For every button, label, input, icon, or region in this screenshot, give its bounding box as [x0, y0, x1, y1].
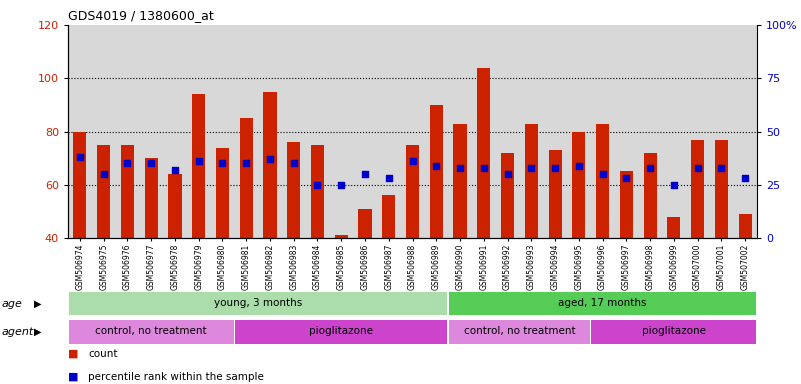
Text: ▶: ▶: [34, 299, 41, 309]
Bar: [477, 68, 490, 238]
Point: [168, 167, 181, 173]
Text: percentile rank within the sample: percentile rank within the sample: [88, 372, 264, 382]
Text: ▶: ▶: [34, 327, 41, 337]
Point: [264, 156, 276, 162]
Bar: [74, 131, 87, 238]
Point: [667, 182, 680, 188]
Point: [525, 165, 537, 171]
Bar: [691, 139, 704, 238]
Text: ■: ■: [68, 349, 78, 359]
Text: ■: ■: [68, 372, 78, 382]
Point: [477, 165, 490, 171]
Point: [549, 165, 562, 171]
Text: control, no treatment: control, no treatment: [95, 326, 207, 336]
Point: [74, 154, 87, 160]
Bar: [335, 235, 348, 238]
Text: pioglitazone: pioglitazone: [309, 326, 373, 336]
Bar: [168, 174, 182, 238]
Point: [691, 165, 704, 171]
Point: [573, 162, 586, 169]
Bar: [145, 158, 158, 238]
Point: [239, 161, 252, 167]
Point: [453, 165, 466, 171]
Bar: [572, 131, 586, 238]
Bar: [549, 150, 562, 238]
Text: age: age: [2, 299, 22, 309]
Bar: [591, 320, 756, 344]
Bar: [192, 94, 205, 238]
Point: [406, 158, 419, 164]
Text: young, 3 months: young, 3 months: [214, 298, 302, 308]
Bar: [620, 172, 633, 238]
Text: aged, 17 months: aged, 17 months: [558, 298, 646, 308]
Bar: [359, 209, 372, 238]
Text: control, no treatment: control, no treatment: [464, 326, 575, 336]
Text: GDS4019 / 1380600_at: GDS4019 / 1380600_at: [68, 9, 214, 22]
Point: [335, 182, 348, 188]
Bar: [643, 153, 657, 238]
Bar: [596, 124, 609, 238]
Bar: [97, 145, 111, 238]
Text: pioglitazone: pioglitazone: [642, 326, 706, 336]
Point: [644, 165, 657, 171]
Point: [715, 165, 728, 171]
Point: [430, 162, 443, 169]
Point: [145, 161, 158, 167]
Bar: [714, 139, 728, 238]
Bar: [525, 124, 537, 238]
Point: [97, 171, 110, 177]
Bar: [501, 153, 514, 238]
Point: [739, 175, 751, 182]
Bar: [239, 118, 253, 238]
Bar: [235, 320, 448, 344]
Bar: [264, 91, 276, 238]
Bar: [449, 320, 590, 344]
Point: [192, 158, 205, 164]
Bar: [69, 320, 234, 344]
Bar: [406, 145, 419, 238]
Bar: [429, 105, 443, 238]
Point: [596, 171, 609, 177]
Point: [382, 175, 395, 182]
Text: agent: agent: [2, 327, 34, 337]
Bar: [311, 145, 324, 238]
Bar: [288, 142, 300, 238]
Point: [359, 171, 372, 177]
Point: [311, 182, 324, 188]
Point: [121, 161, 134, 167]
Text: count: count: [88, 349, 118, 359]
Bar: [449, 292, 756, 316]
Bar: [739, 214, 751, 238]
Bar: [216, 147, 229, 238]
Point: [501, 171, 514, 177]
Point: [620, 175, 633, 182]
Point: [216, 161, 229, 167]
Bar: [382, 195, 395, 238]
Bar: [453, 124, 466, 238]
Point: [288, 161, 300, 167]
Bar: [69, 292, 448, 316]
Bar: [667, 217, 680, 238]
Bar: [121, 145, 134, 238]
